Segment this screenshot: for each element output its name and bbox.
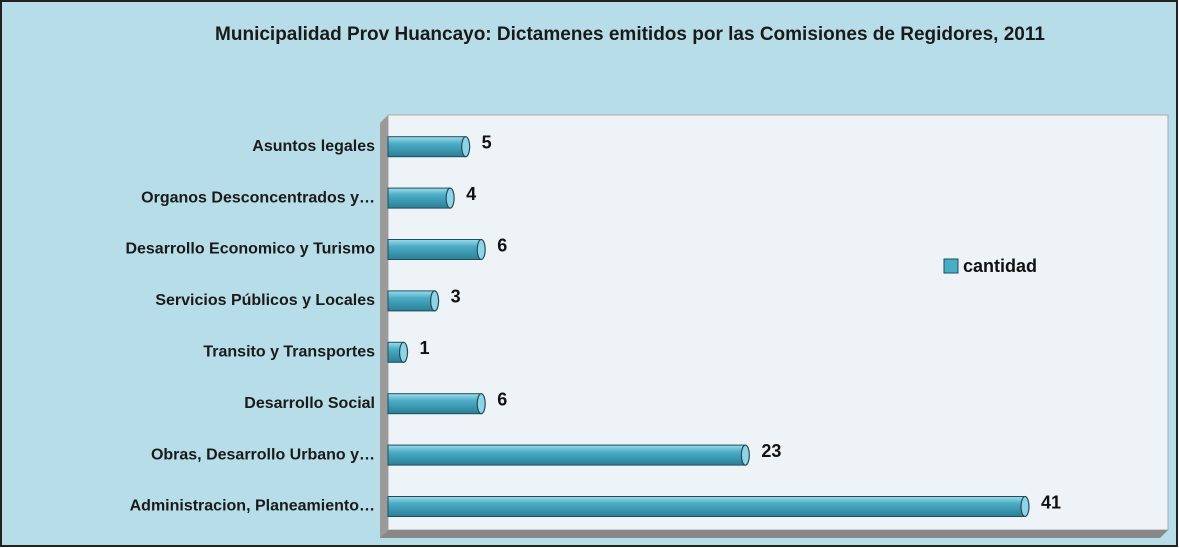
data-label: 23 — [761, 441, 781, 461]
chart-title: Municipalidad Prov Huancayo: Dictamenes … — [215, 24, 1045, 45]
data-label: 4 — [466, 184, 476, 204]
y-tick-label: Transito y Transportes — [203, 344, 375, 361]
side-wall — [380, 115, 388, 538]
bar-cap — [476, 238, 486, 261]
y-tick-label: Desarrollo Social — [244, 395, 375, 412]
data-label: 41 — [1041, 492, 1061, 512]
plot-wall — [387, 114, 1169, 531]
bar-cap — [740, 444, 750, 466]
bar — [387, 444, 746, 466]
y-tick-label: Obras, Desarrollo Urbano y… — [151, 446, 375, 463]
bar-cap — [445, 187, 455, 209]
data-label: 6 — [497, 235, 507, 255]
bar — [387, 187, 451, 209]
y-tick-label: Administracion, Planeamiento… — [130, 498, 375, 515]
bar-cap — [398, 341, 409, 363]
legend-swatch — [943, 258, 959, 274]
bar-cap — [430, 290, 440, 312]
bar — [387, 496, 1026, 517]
floor — [380, 530, 1168, 538]
bar-cap — [476, 393, 486, 415]
y-tick-label: Asuntos legales — [252, 138, 375, 155]
data-label: 3 — [451, 287, 461, 307]
bar-cap — [1020, 495, 1030, 518]
data-label: 1 — [420, 338, 430, 358]
bar-cap — [461, 136, 471, 158]
y-tick-label: Organos Desconcentrados y… — [141, 189, 375, 206]
bar — [387, 393, 482, 415]
bar — [387, 136, 467, 158]
bar — [387, 239, 482, 260]
bar — [387, 290, 436, 312]
legend-label: cantidad — [963, 256, 1037, 276]
data-label: 6 — [497, 389, 507, 409]
data-label: 5 — [482, 132, 492, 152]
y-tick-label: Servicios Públicos y Locales — [155, 292, 375, 309]
y-tick-label: Desarrollo Economico y Turismo — [125, 241, 375, 258]
